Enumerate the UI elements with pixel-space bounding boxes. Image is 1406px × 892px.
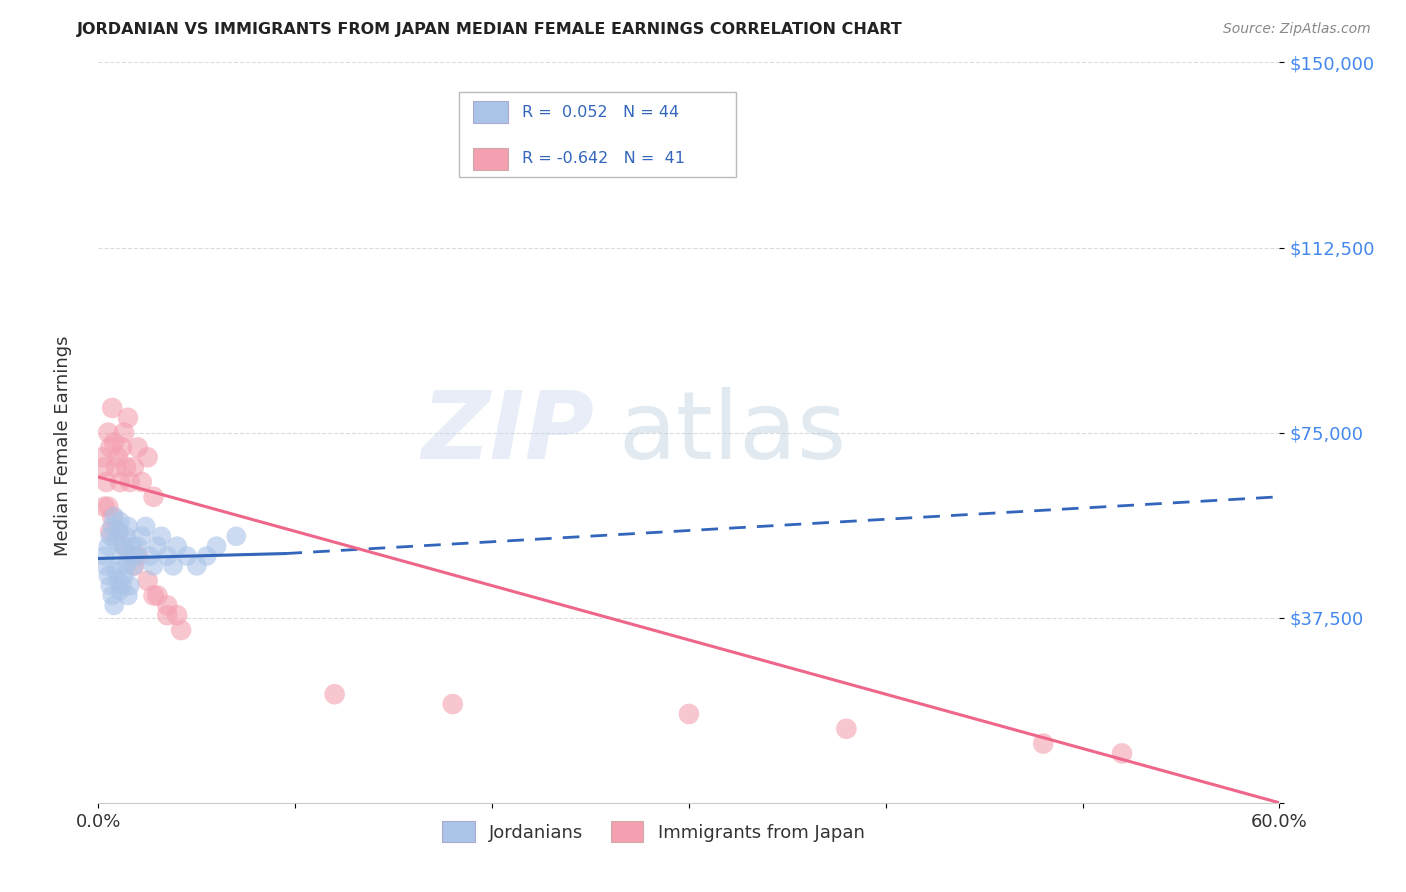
Point	[117, 519, 139, 533]
Point	[93, 460, 115, 475]
Point	[108, 515, 131, 529]
Point	[103, 509, 125, 524]
Point	[156, 608, 179, 623]
Point	[142, 558, 165, 573]
Point	[146, 589, 169, 603]
Point	[186, 558, 208, 573]
Point	[115, 529, 138, 543]
Point	[115, 460, 138, 475]
Point	[195, 549, 218, 563]
Point	[105, 460, 128, 475]
Point	[122, 460, 145, 475]
Text: JORDANIAN VS IMMIGRANTS FROM JAPAN MEDIAN FEMALE EARNINGS CORRELATION CHART: JORDANIAN VS IMMIGRANTS FROM JAPAN MEDIA…	[77, 22, 903, 37]
Point	[117, 589, 139, 603]
Point	[96, 475, 118, 489]
Point	[166, 539, 188, 553]
Point	[115, 558, 138, 573]
Bar	[458, 92, 737, 178]
Point	[105, 534, 128, 549]
Point	[111, 549, 134, 563]
Point	[441, 697, 464, 711]
Point	[135, 519, 157, 533]
Point	[225, 529, 247, 543]
Point	[105, 564, 128, 578]
Point	[98, 441, 121, 455]
Point	[112, 539, 135, 553]
Point	[98, 529, 121, 543]
Point	[323, 687, 346, 701]
Point	[1111, 747, 1133, 761]
Point	[138, 549, 160, 563]
Point	[142, 589, 165, 603]
Point	[103, 435, 125, 450]
Point	[117, 410, 139, 425]
Bar	[472, 101, 508, 123]
Point	[107, 524, 129, 539]
Point	[122, 558, 145, 573]
Point	[112, 425, 135, 440]
Point	[118, 475, 141, 489]
Point	[111, 441, 134, 455]
Point	[121, 539, 143, 553]
Point	[97, 539, 120, 553]
Point	[156, 599, 179, 613]
Point	[122, 558, 145, 573]
Point	[127, 549, 149, 563]
Text: R = -0.642   N =  41: R = -0.642 N = 41	[523, 151, 685, 166]
Point	[166, 608, 188, 623]
Point	[127, 539, 149, 553]
Point	[136, 450, 159, 465]
Point	[118, 579, 141, 593]
Point	[108, 475, 131, 489]
Point	[125, 549, 148, 563]
Point	[678, 706, 700, 721]
Point	[101, 401, 124, 415]
Point	[103, 599, 125, 613]
Point	[98, 579, 121, 593]
Point	[101, 509, 124, 524]
Point	[112, 539, 135, 553]
Point	[131, 529, 153, 543]
Point	[108, 583, 131, 598]
Point	[112, 568, 135, 582]
Point	[142, 490, 165, 504]
Point	[176, 549, 198, 563]
Text: R =  0.052   N = 44: R = 0.052 N = 44	[523, 104, 679, 120]
Point	[111, 579, 134, 593]
Point	[101, 519, 124, 533]
Point	[205, 539, 228, 553]
Point	[136, 574, 159, 588]
Point	[107, 524, 129, 539]
Point	[131, 475, 153, 489]
Point	[98, 524, 121, 539]
Point	[101, 589, 124, 603]
Point	[93, 549, 115, 563]
Point	[170, 623, 193, 637]
Point	[127, 441, 149, 455]
Point	[107, 450, 129, 465]
Point	[97, 500, 120, 514]
Point	[150, 529, 173, 543]
Point	[97, 425, 120, 440]
Bar	[472, 147, 508, 169]
Text: Source: ZipAtlas.com: Source: ZipAtlas.com	[1223, 22, 1371, 37]
Point	[156, 549, 179, 563]
Point	[835, 722, 858, 736]
Point	[162, 558, 184, 573]
Text: ZIP: ZIP	[422, 386, 595, 479]
Point	[97, 568, 120, 582]
Point	[96, 558, 118, 573]
Point	[91, 450, 114, 465]
Text: Median Female Earnings: Median Female Earnings	[55, 335, 72, 557]
Text: atlas: atlas	[619, 386, 846, 479]
Point	[1032, 737, 1054, 751]
Point	[118, 549, 141, 563]
Point	[93, 500, 115, 514]
Point	[146, 539, 169, 553]
Legend: Jordanians, Immigrants from Japan: Jordanians, Immigrants from Japan	[436, 814, 872, 849]
Point	[107, 574, 129, 588]
